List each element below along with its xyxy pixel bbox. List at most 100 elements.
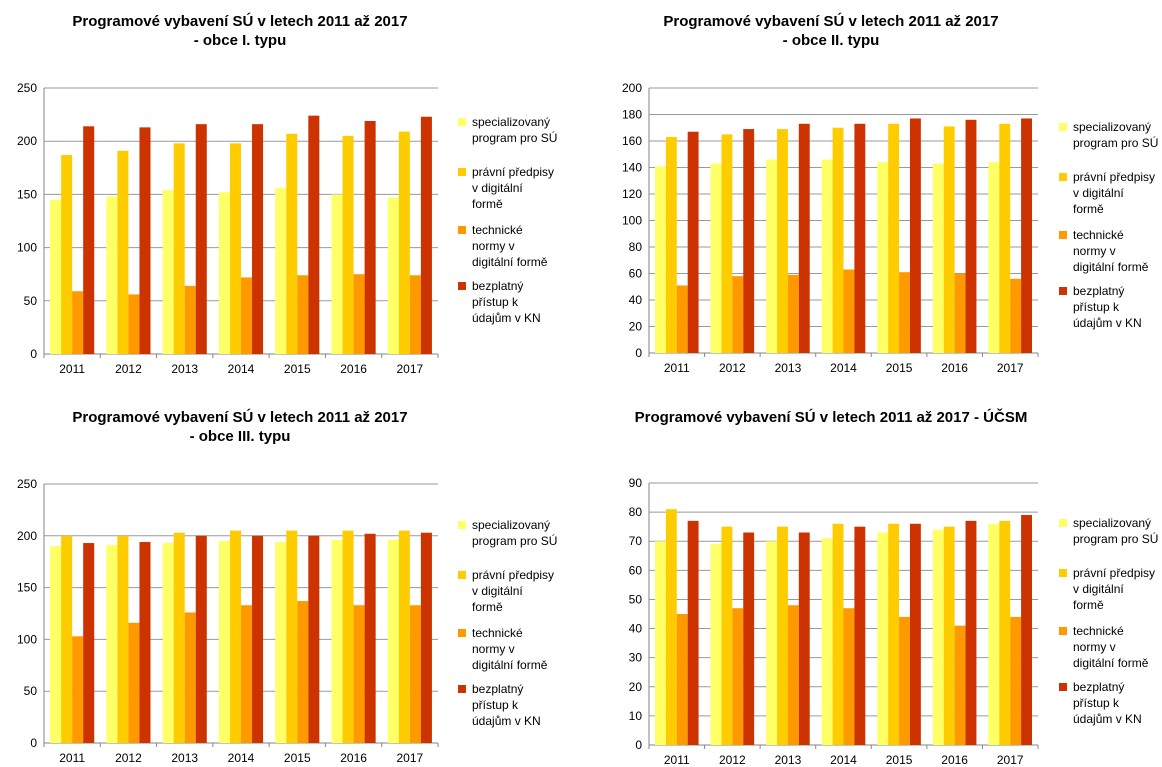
x-tick-label: 2011	[664, 753, 690, 767]
legend-label-line: digitální formě	[1073, 656, 1149, 670]
bar	[932, 529, 944, 745]
legend-item: bezplatný přístup k údajům v KN	[458, 278, 570, 326]
legend-label-line: v digitální	[472, 584, 523, 599]
x-tick-label: 2017	[997, 753, 1024, 767]
bar	[766, 541, 778, 745]
legend-label-line: technické	[1073, 624, 1124, 638]
legend-label: právní předpisy v digitální formě	[1073, 169, 1162, 217]
x-tick-label: 2015	[284, 751, 311, 765]
x-tick-label: 2017	[397, 362, 424, 376]
x-tick-label: 2017	[397, 751, 424, 765]
bar	[743, 129, 755, 353]
bar	[843, 608, 855, 745]
legend-swatch	[458, 684, 466, 693]
x-tick-label: 2015	[886, 361, 913, 375]
legend-item: technické normy v digitální formě	[1059, 227, 1162, 275]
bar	[877, 532, 889, 745]
legend-label-line: právní předpisy	[1073, 170, 1156, 185]
bar	[387, 197, 399, 354]
bar	[1021, 515, 1032, 745]
bar	[988, 523, 1000, 745]
x-tick-label: 2014	[228, 751, 255, 765]
legend-label-line: přístup k	[472, 294, 519, 309]
y-tick-label: 250	[17, 81, 37, 95]
chart-title: Programové vybavení SÚ v letech 2011 až …	[581, 408, 1081, 427]
legend-label-line: technické	[1073, 228, 1124, 242]
legend-label-line: digitální formě	[1073, 260, 1149, 274]
chart-panel-ucsm: Programové vybavení SÚ v letech 2011 až …	[581, 383, 1162, 767]
legend-item: technické normy v digitální formě	[458, 625, 570, 673]
bar	[50, 199, 62, 354]
x-tick-label: 2012	[115, 362, 142, 376]
bar	[854, 526, 866, 745]
bar	[252, 124, 264, 355]
legend-swatch	[458, 521, 466, 529]
bar	[50, 546, 62, 743]
bar	[721, 526, 733, 745]
bar	[184, 285, 196, 354]
legend-label: právní předpisy v digitální formě	[1073, 565, 1162, 613]
y-tick-label: 100	[17, 241, 37, 255]
y-tick-label: 40	[629, 622, 643, 636]
bar	[821, 159, 833, 353]
y-tick-label: 80	[629, 240, 643, 254]
bar	[162, 190, 174, 354]
legend-label: právní předpisy v digitální formě	[472, 164, 570, 212]
legend-item: právní předpisy v digitální formě	[458, 567, 570, 615]
bar	[932, 163, 944, 353]
bar	[398, 530, 410, 743]
bar	[218, 540, 230, 743]
bar	[1010, 616, 1022, 745]
bar	[676, 614, 688, 745]
x-tick-label: 2016	[941, 361, 968, 375]
y-tick-label: 50	[24, 294, 38, 308]
bar	[286, 530, 298, 743]
legend-label: bezplatný přístup k údajům v KN	[1073, 679, 1162, 727]
bar	[83, 543, 95, 743]
bar	[106, 545, 118, 743]
legend-item: specializovaný program pro SÚ	[1059, 515, 1162, 547]
x-tick-label: 2014	[830, 753, 857, 767]
y-tick-label: 180	[622, 108, 642, 122]
legend-label-line: bezplatný	[472, 681, 524, 696]
chart-title: Programové vybavení SÚ v letech 2011 až …	[581, 12, 1081, 50]
legend-swatch	[1059, 519, 1067, 527]
legend-item: bezplatný přístup k údajům v KN	[1059, 679, 1162, 727]
legend-swatch	[1059, 231, 1067, 239]
bar	[286, 133, 298, 354]
chart-title-line: - obce II. typu	[782, 32, 880, 49]
bar	[721, 134, 733, 353]
x-tick-label: 2013	[775, 753, 802, 767]
legend-label-line: bezplatný	[1073, 679, 1125, 694]
bar	[420, 532, 432, 743]
legend-label-line: údajům v KN	[472, 310, 541, 325]
bar	[787, 605, 799, 745]
x-tick-label: 2017	[997, 361, 1024, 375]
bar	[353, 605, 365, 743]
y-tick-label: 160	[622, 134, 642, 148]
bar	[965, 119, 977, 353]
bar	[342, 135, 354, 354]
chart-plot: 0 50 100 150 200 250 2011 2012 2013 2014 2015 2016 2…	[17, 477, 439, 765]
bar	[241, 277, 253, 354]
y-tick-label: 60	[629, 563, 643, 577]
x-tick-label: 2014	[830, 361, 857, 375]
bar	[275, 542, 287, 743]
legend-label-line: údajům v KN	[1073, 711, 1142, 726]
bar	[687, 131, 699, 353]
legend-label-line: údajům v KN	[1073, 315, 1142, 330]
legend-item: bezplatný přístup k údajům v KN	[458, 681, 570, 729]
bar	[777, 526, 788, 745]
bar	[854, 123, 866, 354]
legend-label: bezplatný přístup k údajům v KN	[1073, 283, 1162, 331]
chart-title-line: Programové vybavení SÚ v letech 2011 až …	[72, 13, 408, 30]
bar	[909, 118, 921, 353]
bar	[364, 120, 376, 354]
y-tick-label: 140	[622, 161, 642, 175]
legend-label-line: normy v	[1073, 640, 1116, 654]
bar	[61, 155, 73, 354]
x-tick-label: 2016	[941, 753, 968, 767]
chart-panel-obce-I: Programové vybavení SÚ v letech 2011 až …	[0, 0, 581, 383]
bar	[1010, 278, 1022, 353]
chart-title-line: Programové vybavení SÚ v letech 2011 až …	[634, 409, 1028, 426]
